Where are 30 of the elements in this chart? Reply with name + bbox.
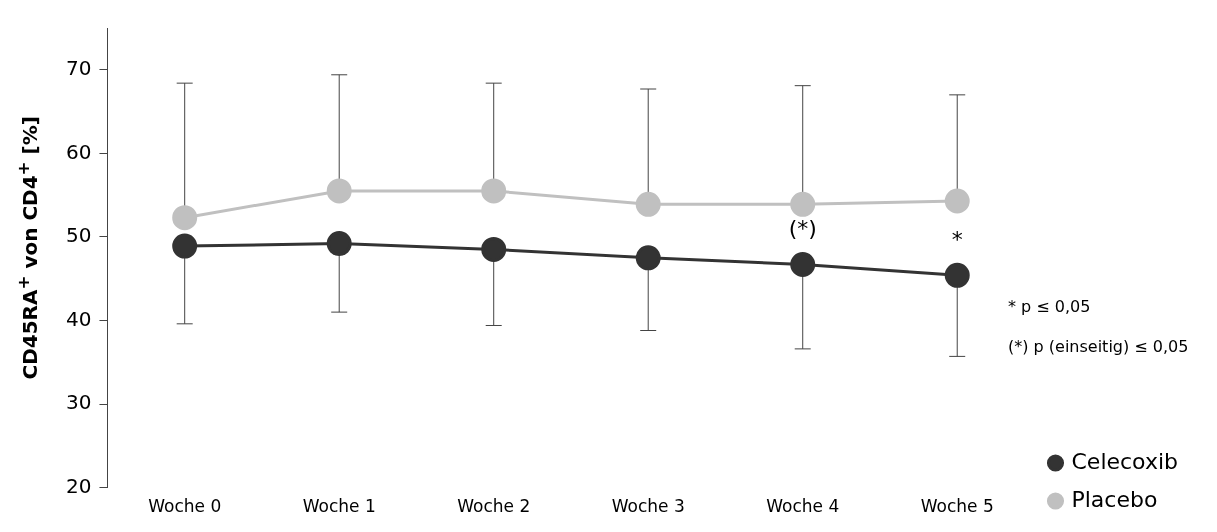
y-tick-label: 30	[66, 390, 92, 415]
annotation: (*) p (einseitig) ≤ 0,05	[1008, 337, 1189, 357]
annotation: * p ≤ 0,05	[1008, 297, 1091, 317]
point	[326, 231, 352, 257]
x-tick-label: Woche 5	[920, 496, 994, 517]
y-tick-label: 20	[66, 473, 92, 498]
point	[944, 188, 970, 214]
point	[481, 236, 507, 262]
x-tick-label: Woche 3	[611, 496, 685, 517]
annotation: *	[951, 227, 963, 253]
y-tick-label: 60	[66, 139, 92, 164]
point	[944, 262, 970, 288]
point	[635, 245, 661, 271]
point	[790, 191, 816, 217]
legend-label: Placebo	[1071, 486, 1158, 512]
point	[790, 251, 816, 277]
x-tick-label: Woche 0	[148, 496, 222, 517]
y-tick-label: 70	[66, 55, 92, 80]
point	[172, 233, 198, 259]
y-tick-label: 50	[66, 223, 92, 248]
x-tick-label: Woche 4	[766, 496, 840, 517]
point	[172, 205, 198, 231]
legend-label: Celecoxib	[1071, 448, 1179, 474]
y-tick-label: 40	[66, 306, 92, 331]
x-tick-label: Woche 2	[457, 496, 531, 517]
annotation: (*)	[788, 216, 817, 242]
point	[481, 178, 507, 204]
point	[326, 178, 352, 204]
x-tick-label: Woche 1	[302, 496, 376, 517]
point	[635, 191, 661, 217]
